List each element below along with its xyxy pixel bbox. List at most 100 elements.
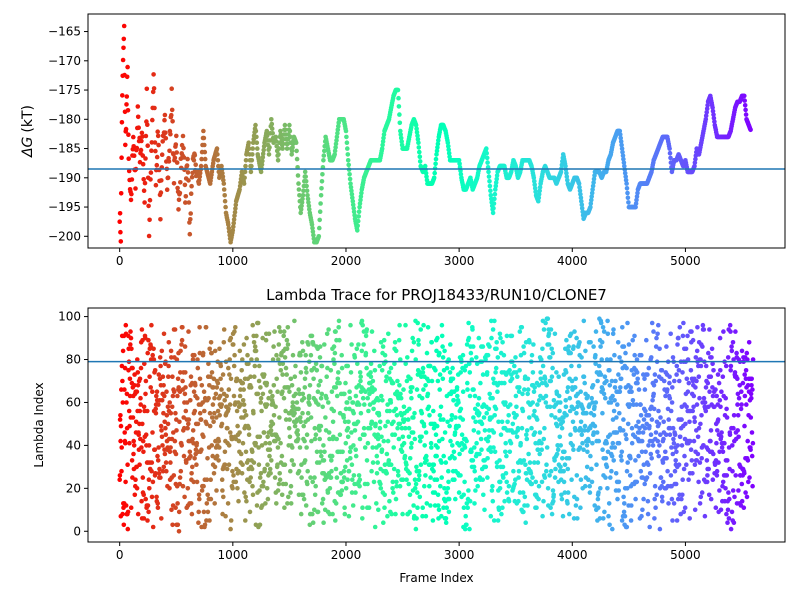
lambda-point [387, 498, 392, 504]
lambda-point [693, 385, 698, 390]
lambda-point [449, 417, 454, 422]
lambda-point [377, 419, 383, 425]
lambda-point [673, 481, 679, 487]
lambda-point [312, 492, 318, 498]
dg-y-tick-label: −190 [48, 171, 81, 185]
lambda-point [396, 473, 401, 478]
lambda-point [568, 432, 573, 438]
lambda-point [150, 479, 156, 485]
lambda-point [682, 505, 688, 511]
dg-point [176, 207, 181, 212]
lambda-point [345, 434, 351, 440]
lambda-point [452, 477, 457, 483]
lambda-point [415, 490, 420, 495]
lambda-point [504, 479, 510, 485]
lambda-point [288, 468, 293, 474]
lambda-point [310, 479, 316, 485]
lambda-point [435, 445, 440, 450]
lambda-point [507, 368, 512, 373]
lambda-point [274, 501, 279, 506]
dg-point [623, 174, 628, 179]
lambda-point [128, 342, 133, 347]
lambda-point [640, 430, 646, 435]
lambda-point [600, 410, 605, 416]
lambda-point [183, 385, 188, 390]
lambda-point [348, 322, 353, 328]
lambda-point [312, 436, 318, 442]
lambda-point [209, 370, 215, 375]
lambda-point [191, 389, 197, 395]
lambda-point [612, 445, 618, 450]
dg-point [299, 203, 304, 209]
lambda-point [681, 466, 687, 472]
lambda-point [403, 322, 408, 328]
dg-point [188, 191, 194, 196]
lambda-point [310, 511, 315, 517]
lambda-point [401, 440, 407, 446]
lambda-point [698, 494, 704, 500]
lambda-point [161, 383, 166, 388]
lambda-point [154, 389, 160, 395]
dg-point [121, 36, 127, 42]
lambda-point [255, 320, 261, 326]
lambda-point [178, 468, 184, 474]
dg-point [174, 160, 180, 165]
lambda-point [182, 391, 188, 397]
dg-point [176, 197, 182, 203]
lambda-point [430, 518, 436, 523]
lambda-point [359, 348, 365, 354]
lambda-point [247, 509, 253, 515]
lambda-point [521, 509, 526, 515]
lambda-point [146, 337, 151, 343]
lambda-point [194, 440, 200, 446]
lambda-point [159, 516, 164, 521]
lambda-point [401, 387, 406, 392]
dg-point [490, 210, 496, 216]
lambda-point [257, 363, 262, 369]
lambda-point [656, 421, 662, 427]
lambda-point [675, 496, 681, 502]
lambda-point [449, 413, 455, 418]
dg-point [270, 131, 276, 136]
lambda-point [298, 352, 303, 358]
lambda-point [300, 492, 306, 498]
lambda-point [155, 453, 160, 459]
lambda-point [296, 468, 302, 474]
lambda-point [670, 425, 676, 431]
dg-point [223, 204, 228, 210]
lambda-point [187, 449, 193, 455]
dg-point [492, 191, 498, 197]
lambda-point [349, 430, 354, 435]
lambda-point [331, 357, 336, 362]
dg-point [134, 145, 140, 151]
lambda-point [685, 357, 691, 362]
dg-point [120, 93, 125, 98]
lambda-point [131, 443, 137, 448]
dg-point [141, 188, 147, 193]
lambda-point [524, 428, 530, 433]
lambda-point [646, 413, 652, 418]
lambda-point [546, 331, 552, 337]
lambda-point [319, 453, 324, 459]
lambda-point [226, 387, 232, 392]
lambda-point [713, 387, 718, 392]
lambda-point [467, 361, 472, 367]
lambda-point [410, 430, 416, 435]
lambda-point [667, 380, 672, 386]
dg-point [250, 146, 255, 151]
lambda-point [163, 460, 169, 465]
lambda-point [307, 402, 312, 407]
lambda-point [723, 363, 729, 369]
lambda-point [143, 391, 148, 397]
lambda-point [324, 395, 329, 401]
lambda-point [143, 432, 149, 438]
lambda-point [606, 501, 612, 506]
dg-point [431, 175, 437, 181]
lambda-point [253, 440, 258, 446]
lambda-point [610, 331, 616, 337]
lambda-point [639, 352, 644, 358]
lambda-point [347, 395, 353, 401]
lambda-point [500, 505, 505, 511]
lambda-point [480, 477, 486, 483]
lambda-point [497, 486, 503, 491]
